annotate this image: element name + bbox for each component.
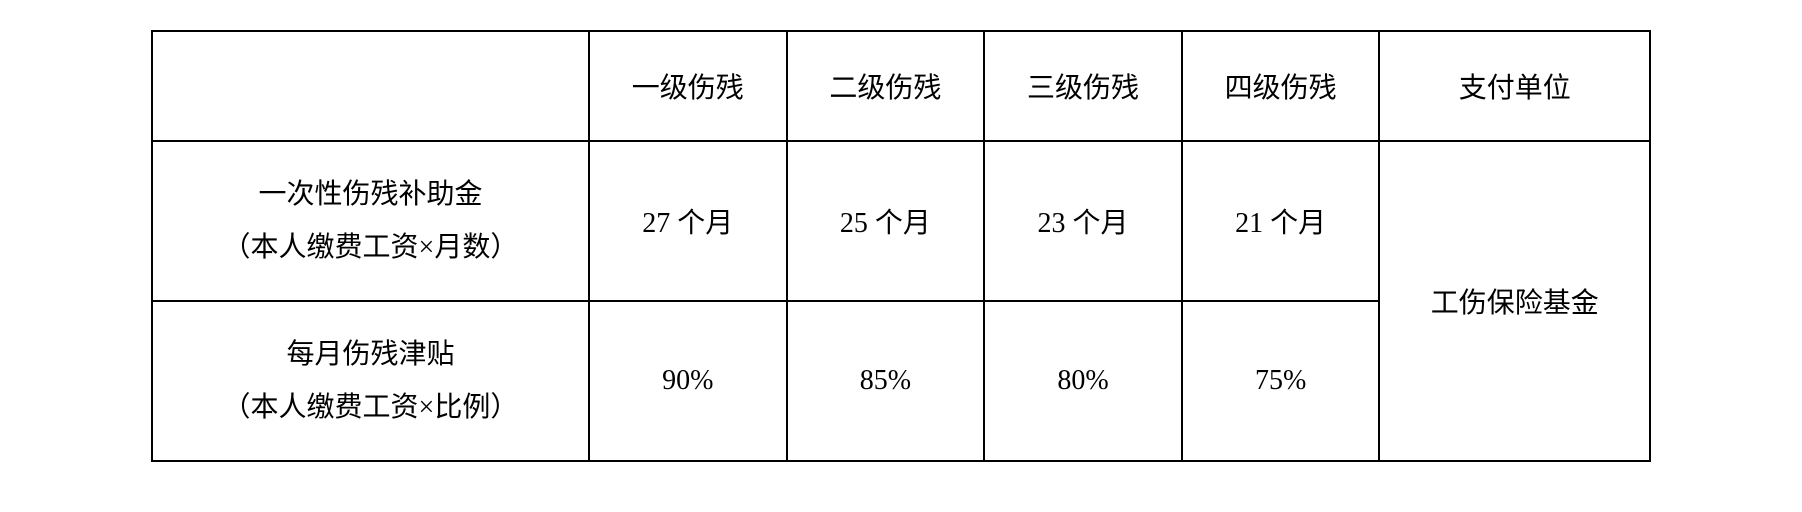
cell-payer: 工伤保险基金 <box>1379 141 1650 461</box>
header-level2: 二级伤残 <box>787 31 985 141</box>
header-payer: 支付单位 <box>1379 31 1650 141</box>
compensation-table: 一级伤残 二级伤残 三级伤残 四级伤残 支付单位 一次性伤残补助金 （本人缴费工… <box>151 30 1651 462</box>
label-line2: （本人缴费工资×比例） <box>163 381 578 434</box>
cell-lumpsum-level4: 21 个月 <box>1182 141 1380 301</box>
table-row: 一次性伤残补助金 （本人缴费工资×月数） 27 个月 25 个月 23 个月 2… <box>152 141 1650 301</box>
header-level1: 一级伤残 <box>589 31 787 141</box>
compensation-table-container: 一级伤残 二级伤残 三级伤残 四级伤残 支付单位 一次性伤残补助金 （本人缴费工… <box>151 30 1651 462</box>
label-line2: （本人缴费工资×月数） <box>163 221 578 274</box>
row-label-monthly: 每月伤残津贴 （本人缴费工资×比例） <box>152 301 589 461</box>
cell-monthly-level4: 75% <box>1182 301 1380 461</box>
header-level4: 四级伤残 <box>1182 31 1380 141</box>
cell-lumpsum-level2: 25 个月 <box>787 141 985 301</box>
header-blank <box>152 31 589 141</box>
cell-lumpsum-level3: 23 个月 <box>984 141 1182 301</box>
cell-monthly-level3: 80% <box>984 301 1182 461</box>
cell-lumpsum-level1: 27 个月 <box>589 141 787 301</box>
row-label-lumpsum: 一次性伤残补助金 （本人缴费工资×月数） <box>152 141 589 301</box>
label-line1: 一次性伤残补助金 <box>163 168 578 221</box>
cell-monthly-level2: 85% <box>787 301 985 461</box>
cell-monthly-level1: 90% <box>589 301 787 461</box>
table-header-row: 一级伤残 二级伤残 三级伤残 四级伤残 支付单位 <box>152 31 1650 141</box>
label-line1: 每月伤残津贴 <box>163 328 578 381</box>
header-level3: 三级伤残 <box>984 31 1182 141</box>
